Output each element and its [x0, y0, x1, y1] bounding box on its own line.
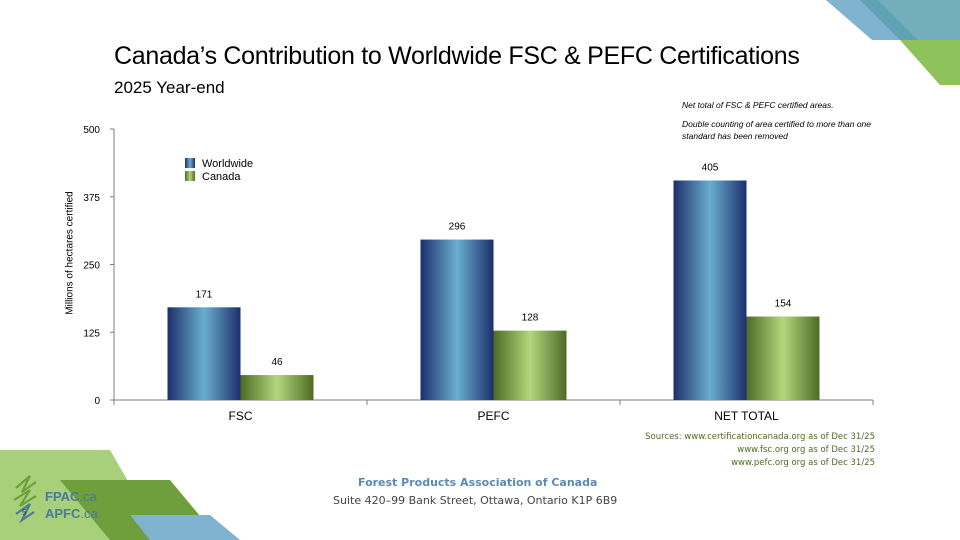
page-subtitle: 2025 Year-end [114, 78, 225, 97]
y-tick-label: 375 [83, 193, 100, 204]
y-tick-label: 125 [83, 328, 100, 339]
legend-label: Worldwide [202, 158, 253, 170]
data-label: 128 [522, 313, 539, 324]
data-label: 171 [196, 289, 213, 300]
logo-apfc-text: APFC [45, 506, 81, 521]
data-label: 296 [449, 222, 466, 233]
source-line: www.fsc.org org as of Dec 31/25 [737, 445, 875, 455]
page-title: Canada’s Contribution to Worldwide FSC &… [114, 42, 800, 70]
fpac-logo-icon [13, 475, 37, 524]
bottom-left-shape-blue [130, 515, 240, 540]
footer-organization-name: Forest Products Association of Canada [358, 476, 598, 489]
y-tick-label: 500 [83, 125, 100, 136]
top-right-shape-green [900, 40, 960, 85]
data-label: 46 [271, 357, 283, 368]
sources-block: Sources: www.certificationcanada.org as … [645, 431, 875, 470]
bar-worldwide-net-total [673, 180, 747, 400]
bar-canada-net-total [746, 316, 820, 400]
legend-swatch [185, 171, 195, 181]
bar-canada-pefc [493, 330, 567, 400]
footer-address: Suite 420–99 Bank Street, Ottawa, Ontari… [333, 494, 618, 507]
x-tick-label: FSC [229, 409, 253, 423]
chart-axes: 0 125 250 375 500 FSC PEFC NET TOTAL [83, 125, 874, 423]
logo-fpac-text: FPAC [45, 489, 80, 504]
x-tick-label: NET TOTAL [714, 409, 779, 423]
data-label: 405 [702, 162, 719, 173]
bar-worldwide-pefc [420, 239, 494, 400]
y-tick-label: 250 [83, 261, 100, 272]
logo-fpac: FPAC.ca [45, 489, 97, 504]
chart-note-net-total: Net total of FSC & PEFC certified areas. [682, 100, 834, 110]
logo-apfc-ext: .ca [80, 506, 98, 521]
top-right-shape-teal [860, 0, 960, 40]
legend-label: Canada [202, 171, 241, 183]
y-tick-label: 0 [94, 396, 100, 407]
data-label: 154 [775, 299, 792, 310]
logo-apfc: APFC.ca [45, 506, 98, 521]
bar-canada-fsc [240, 375, 314, 400]
chart-note-double-counting: Double counting of area certified to mor… [682, 119, 872, 141]
slide-number: 5 [22, 508, 27, 517]
source-line: Sources: www.certificationcanada.org as … [645, 432, 875, 442]
source-line: www.pefc.org org as of Dec 31/25 [731, 458, 875, 468]
legend-swatch [185, 158, 195, 168]
chart-bars: 171 46 296 128 405 154 [167, 162, 820, 400]
logo-fpac-ext: .ca [79, 489, 97, 504]
bar-worldwide-fsc [167, 307, 241, 400]
x-tick-label: PEFC [477, 409, 509, 423]
